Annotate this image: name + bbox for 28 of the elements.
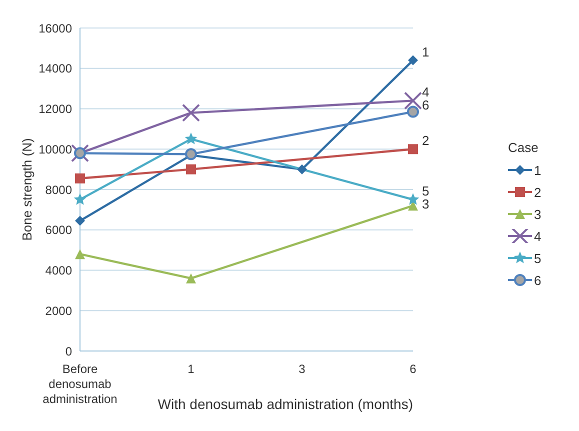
legend-label: 6 xyxy=(534,272,542,288)
legend-label: 4 xyxy=(534,228,542,244)
x-tick-label: 3 xyxy=(298,362,306,376)
y-tick-label: 6000 xyxy=(45,223,72,238)
y-axis-title: Bone strength (N) xyxy=(20,138,35,241)
category-label: 3 xyxy=(422,196,430,212)
category-label: 6 xyxy=(422,98,430,113)
text: 2 xyxy=(422,133,430,148)
y-tick-label: 2000 xyxy=(45,304,72,318)
x-tick-label: 1 xyxy=(188,362,195,376)
x-axis-title: With denosumab administration (months) xyxy=(158,396,413,412)
y-tick-label: 0 xyxy=(65,344,72,358)
y-tick-label: 4000 xyxy=(45,264,72,278)
x-tick-label: 6 xyxy=(410,362,417,376)
legend-label: 5 xyxy=(534,250,542,266)
text: 4 xyxy=(422,84,430,100)
legend-label: 2 xyxy=(534,184,542,200)
y-tick-label: 16000 xyxy=(38,21,72,36)
y-tick-label: 14000 xyxy=(38,62,72,76)
y-tick-label: 12000 xyxy=(38,102,72,116)
y-tick-label: 8000 xyxy=(45,182,72,197)
legend-label: 1 xyxy=(534,162,542,178)
category-label: 1 xyxy=(422,44,430,60)
x-tick-label: Before denosumab administration xyxy=(42,362,118,406)
legend-title: Case xyxy=(508,140,540,155)
text: 5 xyxy=(422,184,430,199)
y-tick-label: 10000 xyxy=(38,142,72,156)
legend-label: 3 xyxy=(534,206,542,222)
